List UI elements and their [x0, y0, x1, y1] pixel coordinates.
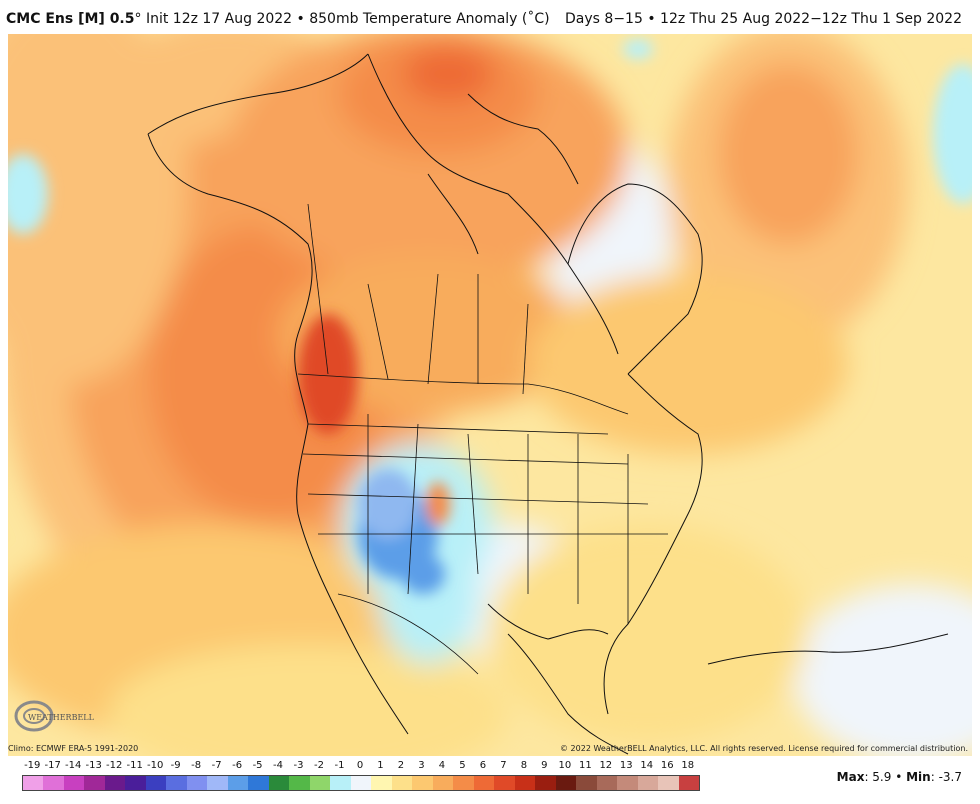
legend-tick-label: -12 [106, 760, 123, 771]
legend-swatch [43, 776, 64, 790]
legend-swatch [412, 776, 433, 790]
legend-tick-label: -3 [293, 760, 304, 771]
legend-tick-labels: -19 -17 -14 -13 -12 -11 -10 -9 -8 -7 -6 -5 -4 -3 -2 -1 0… [22, 760, 698, 774]
legend-tick-label: -14 [65, 760, 82, 771]
legend-tick-label: -10 [146, 760, 164, 771]
legend-tick-label: 16 [660, 760, 674, 771]
legend-swatch [658, 776, 679, 790]
legend-swatch [125, 776, 146, 790]
legend-swatch [371, 776, 392, 790]
legend-tick-label: 7 [500, 760, 507, 771]
legend-tick-label: 12 [599, 760, 613, 771]
coastlines [147, 53, 949, 755]
legend-tick-label: 5 [459, 760, 466, 771]
legend-swatch [555, 776, 577, 790]
legend-tick-label: -17 [44, 760, 61, 771]
legend-swatch [330, 776, 351, 790]
legend-swatch [637, 776, 659, 790]
legend-swatch [514, 776, 536, 790]
legend-colorbar [22, 775, 700, 791]
legend-tick-label: -1 [334, 760, 345, 771]
legend-tick-label: 6 [479, 760, 487, 771]
legend-swatch [473, 776, 495, 790]
legend-swatch [166, 776, 187, 790]
political-borders [297, 203, 668, 675]
color-legend: -19 -17 -14 -13 -12 -11 -10 -9 -8 -7 -6 -5 -4 -3 -2 -1 0… [22, 760, 702, 796]
legend-swatch [227, 776, 249, 790]
legend-tick-label: 1 [377, 760, 384, 771]
legend-swatch [145, 776, 167, 790]
legend-swatch [268, 776, 290, 790]
legend-swatch [248, 776, 269, 790]
legend-tick-label: -11 [126, 760, 143, 771]
legend-tick-label: 2 [397, 760, 405, 771]
legend-swatch [678, 776, 699, 790]
legend-swatch [494, 776, 515, 790]
legend-tick-label: 8 [520, 760, 528, 771]
legend-tick-label: 11 [578, 760, 592, 771]
legend-swatch [391, 776, 413, 790]
stats-separator: • [891, 770, 907, 784]
valid-range: Days 8−15 • 12z Thu 25 Aug 2022−12z Thu … [565, 11, 962, 27]
legend-tick-label: -13 [85, 760, 102, 771]
init-info: Init 12z 17 Aug 2022 • 850mb Temperature… [141, 11, 550, 27]
climo-note: Climo: ECMWF ERA-5 1991-2020 [8, 744, 139, 753]
legend-tick-label: -5 [252, 760, 263, 771]
map-title: CMC Ens [M] 0.5° Init 12z 17 Aug 2022 • … [6, 11, 550, 27]
legend-tick-label: 14 [640, 760, 654, 771]
legend-tick-label: 3 [418, 760, 425, 771]
copyright-note: © 2022 WeatherBELL Analytics, LLC. All r… [560, 744, 968, 753]
legend-swatch [23, 776, 44, 790]
legend-swatch [63, 776, 85, 790]
legend-swatch [104, 776, 126, 790]
max-label: Max [836, 770, 865, 784]
legend-swatch [453, 776, 474, 790]
legend-swatch [432, 776, 454, 790]
legend-tick-label: 18 [681, 760, 695, 771]
legend-swatch [289, 776, 310, 790]
anomaly-map [8, 34, 972, 756]
max-min-readout: Max: 5.9 • Min: -3.7 [837, 770, 962, 784]
legend-tick-label: 0 [356, 760, 364, 771]
map-canvas [8, 34, 972, 756]
map-header: CMC Ens [M] 0.5° Init 12z 17 Aug 2022 • … [0, 0, 980, 34]
legend-tick-label: -19 [24, 760, 41, 771]
legend-tick-label: 10 [558, 760, 572, 771]
legend-swatch [309, 776, 331, 790]
legend-swatch [350, 776, 372, 790]
legend-swatch [207, 776, 228, 790]
logo-text: WEATHERBELL [28, 713, 95, 722]
legend-tick-label: 4 [438, 760, 446, 771]
legend-tick-label: -4 [273, 760, 284, 771]
legend-swatch [535, 776, 556, 790]
min-label: Min [906, 770, 931, 784]
model-name: CMC Ens [M] 0.5 [6, 11, 135, 27]
degree-sign: ° [134, 11, 142, 27]
legend-tick-label: 13 [619, 760, 633, 771]
legend-swatch [617, 776, 638, 790]
legend-tick-label: -2 [314, 760, 325, 771]
legend-swatch [186, 776, 208, 790]
legend-swatch [84, 776, 105, 790]
anomaly-field [8, 34, 972, 756]
legend-swatch [596, 776, 618, 790]
legend-tick-label: 9 [541, 760, 548, 771]
min-value: : -3.7 [930, 770, 962, 784]
weatherbell-logo: WEATHERBELL [14, 700, 95, 732]
legend-tick-label: -8 [191, 760, 202, 771]
legend-tick-label: -7 [211, 760, 222, 771]
legend-tick-label: -9 [170, 760, 181, 771]
legend-tick-label: -6 [232, 760, 243, 771]
max-value: : 5.9 [864, 770, 892, 784]
legend-swatch [576, 776, 597, 790]
